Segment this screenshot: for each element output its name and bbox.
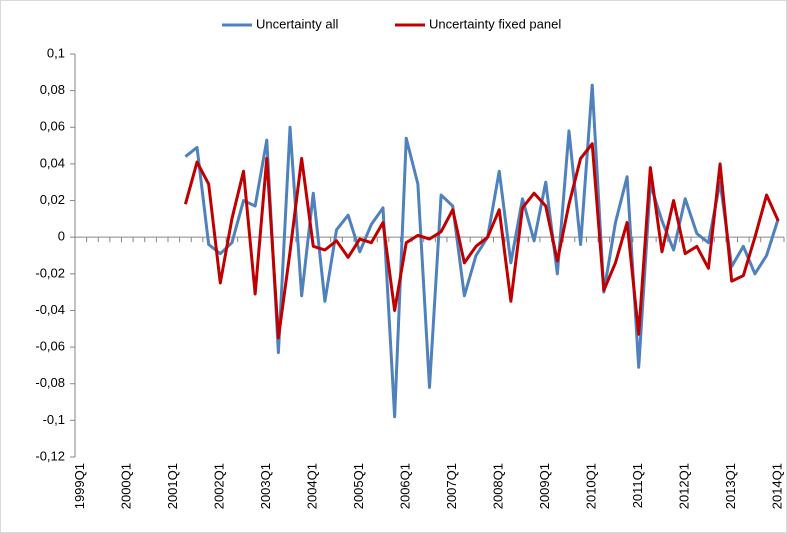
y-tick-label: -0,12 (35, 448, 65, 463)
legend-label: Uncertainty all (256, 16, 338, 31)
y-tick-label: -0,06 (35, 339, 65, 354)
y-tick-label: 0,04 (40, 155, 65, 170)
x-tick-label: 2014Q1 (770, 463, 785, 509)
x-tick-label: 2003Q1 (258, 463, 273, 509)
x-tick-label: 2005Q1 (351, 463, 366, 509)
legend-label: Uncertainty fixed panel (429, 16, 561, 31)
x-tick-label: 2004Q1 (305, 463, 320, 509)
x-tick-label: 2007Q1 (444, 463, 459, 509)
x-tick-label: 2009Q1 (537, 463, 552, 509)
y-tick-label: 0,06 (40, 119, 65, 134)
x-tick-label: 2008Q1 (491, 463, 506, 509)
x-tick-label: 2002Q1 (212, 463, 227, 509)
x-tick-label: 2000Q1 (119, 463, 134, 509)
x-tick-label: 2006Q1 (398, 463, 413, 509)
x-tick-label: 2001Q1 (165, 463, 180, 509)
series-line (183, 142, 780, 340)
y-tick-label: 0,02 (40, 192, 65, 207)
x-tick-label: 2010Q1 (584, 463, 599, 509)
x-tick-label: 2011Q1 (630, 463, 645, 508)
y-tick-label: 0 (58, 229, 65, 244)
x-tick-label: 1999Q1 (72, 463, 87, 509)
y-tick-label: -0,1 (43, 412, 65, 427)
y-tick-label: 0,1 (47, 45, 65, 60)
x-tick-label: 2013Q1 (723, 463, 738, 509)
y-tick-label: -0,04 (35, 302, 65, 317)
y-tick-label: 0,08 (40, 82, 65, 97)
y-tick-label: -0,02 (35, 265, 65, 280)
y-tick-label: -0,08 (35, 375, 65, 390)
x-tick-label: 2012Q1 (677, 463, 692, 509)
